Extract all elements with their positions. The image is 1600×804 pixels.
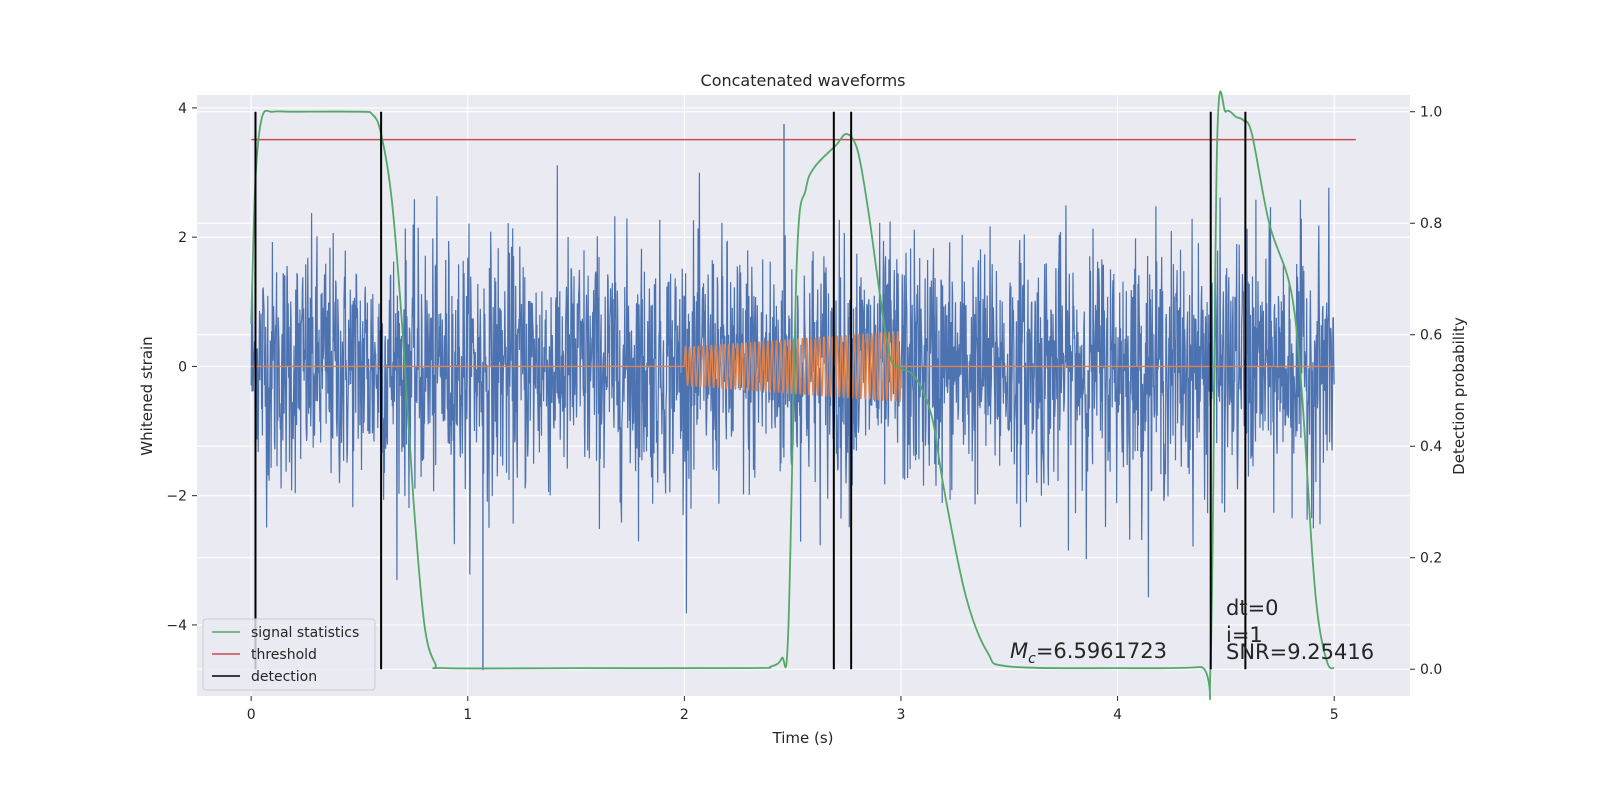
legend-label-signal-statistics: signal statistics — [251, 625, 359, 641]
y2-tick-label: 0.4 — [1420, 439, 1442, 455]
y2-tick-label: 1.0 — [1420, 105, 1442, 121]
y-axis-label: Whitened strain — [138, 336, 156, 455]
legend-box — [202, 618, 376, 691]
y-tick-label: 0 — [178, 359, 187, 375]
series-layer — [250, 90, 1356, 701]
y-tick-label: 2 — [178, 230, 187, 246]
x-tick-label: 1 — [463, 707, 472, 723]
legend-label-threshold: threshold — [251, 647, 317, 663]
dt-annotation: dt=0 — [1226, 596, 1279, 620]
y2-axis-label: Detection probability — [1450, 317, 1468, 475]
y-tick-label: −2 — [166, 489, 187, 505]
mc-subscript: c — [1028, 651, 1036, 667]
x-axis-label: Time (s) — [772, 729, 834, 747]
legend-label-detection: detection — [251, 669, 317, 685]
series-template-line — [251, 331, 1335, 402]
y2-tick-label: 0.6 — [1420, 328, 1442, 344]
y2-tick-label: 0.8 — [1420, 216, 1442, 232]
legend: signal statistics threshold detection — [202, 618, 376, 691]
x-tick-label: 4 — [1113, 707, 1122, 723]
series-signal-statistics-line — [250, 90, 1335, 701]
snr-annotation: SNR=9.25416 — [1226, 640, 1374, 664]
y-tick-label: −4 — [166, 618, 187, 634]
chart-title: Concatenated waveforms — [701, 71, 906, 90]
y-tick-label: 4 — [178, 101, 187, 117]
axes-layer: 0 1 2 3 4 5 −4 −2 0 2 4 0.0 0.2 0.4 0.6 0.8 1.0 — [166, 101, 1442, 723]
mc-symbol: M — [1010, 639, 1028, 663]
x-tick-label: 2 — [680, 707, 689, 723]
x-tick-label: 0 — [247, 707, 256, 723]
annotation-layer: Mc=6.5961723 dt=0 i=1 SNR=9.25416 — [1010, 596, 1374, 667]
x-tick-label: 5 — [1330, 707, 1339, 723]
y2-tick-label: 0.2 — [1420, 551, 1442, 567]
i-annotation: i=1 — [1226, 623, 1263, 647]
mc-annotation: Mc=6.5961723 — [1010, 639, 1167, 667]
mc-value: =6.5961723 — [1036, 639, 1167, 663]
x-tick-label: 3 — [897, 707, 906, 723]
y2-tick-label: 0.0 — [1420, 662, 1442, 678]
